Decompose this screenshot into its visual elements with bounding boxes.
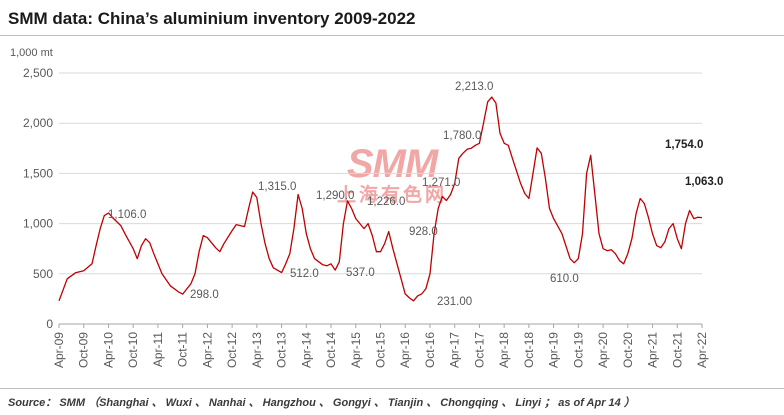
- x-tick-label: Apr-10: [101, 332, 115, 368]
- x-tick-label: Apr-22: [695, 332, 709, 368]
- x-tick-label: Oct-19: [571, 332, 585, 368]
- data-label-group: 1,106.0 298.0 1,315.0 512.0 1,290.0 537.0 1,22…: [108, 81, 723, 308]
- x-tick-label: Apr-16: [398, 332, 412, 368]
- x-tick-label: Oct-18: [522, 332, 536, 368]
- data-label: 1,063.0: [685, 176, 723, 188]
- x-tick-label: Apr-12: [200, 332, 214, 368]
- y-axis-tick-labels: 0 500 1,000 1,500 2,000 2,500: [23, 66, 53, 331]
- x-tick-label: Apr-09: [52, 332, 66, 368]
- x-tick-label: Oct-15: [374, 332, 388, 368]
- x-tick-label: Apr-13: [250, 332, 264, 368]
- x-tick-label: Apr-20: [596, 332, 610, 368]
- chart-title: SMM data: China’s aluminium inventory 20…: [8, 9, 416, 28]
- data-label: 2,213.0: [455, 81, 493, 93]
- x-tick-label: Oct-21: [670, 332, 684, 368]
- y-tick-label: 0: [46, 317, 53, 331]
- x-tick-label: Apr-14: [299, 332, 313, 368]
- data-label: 298.0: [190, 289, 219, 301]
- data-label: 610.0: [550, 273, 579, 285]
- x-tick-label: Oct-10: [126, 332, 140, 368]
- x-tick-label: Apr-17: [448, 332, 462, 368]
- x-tick-label: Oct-11: [176, 332, 190, 367]
- x-tick-label: Apr-11: [151, 332, 165, 367]
- x-tick-label: Oct-09: [77, 332, 91, 368]
- series-line-group: [58, 96, 703, 302]
- x-tick-label: Oct-14: [324, 332, 338, 368]
- x-tick-label: Oct-13: [275, 332, 289, 368]
- data-label: 1,754.0: [665, 139, 703, 151]
- x-tick-label: Apr-19: [547, 332, 561, 368]
- x-tick-label: Oct-20: [621, 332, 635, 368]
- x-axis-tick-labels: Apr-09 Oct-09 Apr-10 Oct-10 Apr-11 Oct-11 Apr-…: [52, 332, 709, 368]
- source-divider: [0, 388, 784, 389]
- x-tick-label: Oct-12: [225, 332, 239, 368]
- data-label: 1,271.0: [422, 177, 460, 189]
- inventory-series-line: [58, 96, 703, 302]
- y-axis-unit-label: 1,000 mt: [10, 47, 53, 59]
- grid-lines: [59, 72, 702, 275]
- x-tick-label: Oct-16: [423, 332, 437, 368]
- x-tick-label: Oct-17: [472, 332, 486, 368]
- y-tick-label: 2,500: [23, 66, 53, 80]
- data-label: 1,290.0: [316, 190, 354, 202]
- x-tick-label: Apr-15: [349, 332, 363, 368]
- x-tick-label: Apr-21: [646, 332, 660, 368]
- data-label: 1,226.0: [367, 196, 405, 208]
- data-label: 512.0: [290, 268, 319, 280]
- y-tick-label: 1,500: [23, 166, 53, 180]
- y-tick-label: 500: [33, 267, 53, 281]
- chart-axes: [58, 323, 703, 328]
- data-label: 1,106.0: [108, 209, 146, 221]
- data-label: 537.0: [346, 267, 375, 279]
- data-label: 1,780.0: [443, 130, 481, 142]
- title-divider: [0, 35, 784, 36]
- y-tick-label: 2,000: [23, 116, 53, 130]
- data-label: 928.0: [409, 226, 438, 238]
- y-tick-label: 1,000: [23, 217, 53, 231]
- data-label: 1,315.0: [258, 181, 296, 193]
- source-note: Source： SMM （Shanghai 、 Wuxi 、 Nanhai 、 …: [8, 397, 635, 409]
- data-label: 231.00: [437, 296, 472, 308]
- x-tick-label: Apr-18: [497, 332, 511, 368]
